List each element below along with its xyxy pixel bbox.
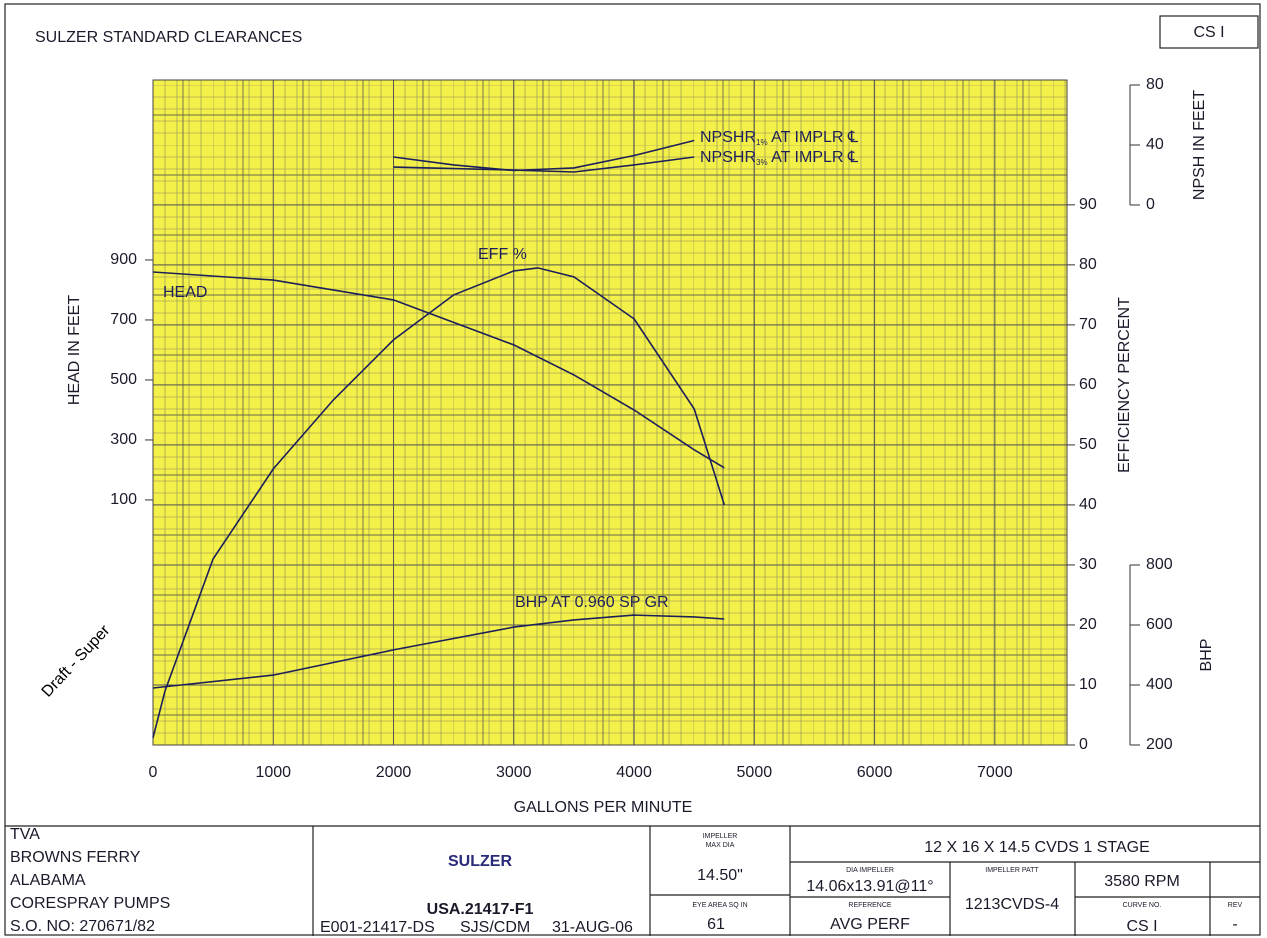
field-value: 14.06x13.91@11° <box>806 878 933 895</box>
customer-line: ALABAMA <box>10 872 86 889</box>
reference-code: E001-21417-DS <box>320 919 435 936</box>
curve-box <box>1159 15 1259 49</box>
field-label: IMPELLER <box>703 833 738 840</box>
x-axis-label: GALLONS PER MINUTE <box>514 799 693 816</box>
field-value: AVG PERF <box>830 916 910 933</box>
curve-label-suffix: AT IMPLR ℄ <box>768 129 859 146</box>
y4-tick-label: 800 <box>1146 556 1173 573</box>
pump-model: 12 X 16 X 14.5 CVDS 1 STAGE <box>924 839 1150 856</box>
title-block: TVA BROWNS FERRY ALABAMA CORESPRAY PUMPS… <box>5 825 1260 936</box>
y3-tick-label: 0 <box>1146 196 1155 213</box>
y-tick-label: 700 <box>110 311 137 328</box>
reference-code: SJS/CDM <box>460 919 530 936</box>
y2-tick-label: 50 <box>1079 436 1097 453</box>
curve-label-name: BHP AT 0.960 SP GR <box>515 594 669 611</box>
y4-tick-label: 600 <box>1146 616 1173 633</box>
x-tick-label: 2000 <box>376 764 412 781</box>
field-label: MAX DIA <box>706 842 735 849</box>
x-tick-label: 5000 <box>737 764 773 781</box>
curve-box-label: CS I <box>1193 24 1224 41</box>
curve-label: HEAD <box>163 284 207 301</box>
y3-tick-label: 80 <box>1146 76 1164 93</box>
y-tick-label: 300 <box>110 431 137 448</box>
curve <box>393 139 695 172</box>
y2-tick-label: 70 <box>1079 316 1097 333</box>
plot-marks: 0 1000 2000 3000 4000 5000 6000 700001020304050… <box>110 76 1173 781</box>
head-axis-label: HEAD IN FEET <box>66 295 83 405</box>
curve-label: BHP AT 0.960 SP GR <box>515 594 669 611</box>
bhp-axis-label: BHP <box>1198 639 1215 672</box>
curve-label-sub: 3% <box>756 158 768 167</box>
field-label: REV <box>1228 902 1243 909</box>
curve <box>152 271 725 469</box>
minor-grid <box>153 80 1067 745</box>
curve-label-name: HEAD <box>163 284 207 301</box>
field-value: 1213CVDS-4 <box>965 896 1059 913</box>
y-tick-label: 500 <box>110 371 137 388</box>
curve-label: NPSHR3% AT IMPLR ℄ <box>700 149 859 167</box>
efficiency-axis-label: EFFICIENCY PERCENT <box>1116 297 1133 473</box>
customer-line: S.O. NO: 270671/82 <box>10 918 155 935</box>
field-label: DIA IMPELLER <box>846 867 894 874</box>
x-tick-label: 7000 <box>977 764 1013 781</box>
curve-label-name: EFF % <box>478 246 527 263</box>
sheet-frame <box>4 3 1261 936</box>
logo: SULZER <box>448 853 512 870</box>
y3-tick-label: 40 <box>1146 136 1164 153</box>
field-label: REFERENCE <box>848 902 892 909</box>
y4-tick-label: 400 <box>1146 676 1173 693</box>
y-tick-label: 100 <box>110 491 137 508</box>
x-tick-label: 1000 <box>255 764 291 781</box>
field-label: EYE AREA SQ IN <box>692 902 747 909</box>
x-tick-label: 0 <box>149 764 158 781</box>
y2-tick-label: 80 <box>1079 256 1097 273</box>
field-label: CURVE NO. <box>1123 902 1162 909</box>
field-value: 3580 RPM <box>1104 873 1180 890</box>
curve <box>152 614 725 689</box>
reference-code: 31-AUG-06 <box>552 919 633 936</box>
plot-frame <box>152 79 1068 746</box>
curve <box>152 267 726 738</box>
y2-tick-label: 0 <box>1079 736 1088 753</box>
curve-label: NPSHR1% AT IMPLR ℄ <box>700 129 859 147</box>
y2-tick-label: 90 <box>1079 196 1097 213</box>
customer-line: TVA <box>10 826 40 843</box>
y2-tick-label: 40 <box>1079 496 1097 513</box>
y4-tick-label: 200 <box>1146 736 1173 753</box>
drawing-number: USA.21417-F1 <box>427 901 534 918</box>
sheet-title: SULZER STANDARD CLEARANCES <box>35 29 302 46</box>
curve-label-sub: 1% <box>756 138 768 147</box>
curve-label-name: NPSHR <box>700 149 756 166</box>
field-value: 14.50" <box>697 867 743 884</box>
field-label: IMPELLER PATT <box>985 867 1039 874</box>
x-tick-label: 3000 <box>496 764 532 781</box>
curve <box>393 156 695 173</box>
customer-line: CORESPRAY PUMPS <box>10 895 170 912</box>
y2-tick-label: 60 <box>1079 376 1097 393</box>
customer-line: BROWNS FERRY <box>10 849 141 866</box>
x-tick-label: 4000 <box>616 764 652 781</box>
curve-label-name: NPSHR <box>700 129 756 146</box>
field-value: CS I <box>1126 918 1157 935</box>
field-value: - <box>1232 916 1237 933</box>
y2-tick-label: 20 <box>1079 616 1097 633</box>
y2-tick-label: 30 <box>1079 556 1097 573</box>
y-tick-label: 900 <box>110 251 137 268</box>
curve-label-suffix: AT IMPLR ℄ <box>768 149 859 166</box>
npsh-axis-label: NPSH IN FEET <box>1191 90 1208 200</box>
y2-tick-label: 10 <box>1079 676 1097 693</box>
watermark: Draft - Super <box>39 622 114 701</box>
x-tick-label: 6000 <box>857 764 893 781</box>
curve-label: EFF % <box>478 246 527 263</box>
field-value: 61 <box>707 916 725 933</box>
